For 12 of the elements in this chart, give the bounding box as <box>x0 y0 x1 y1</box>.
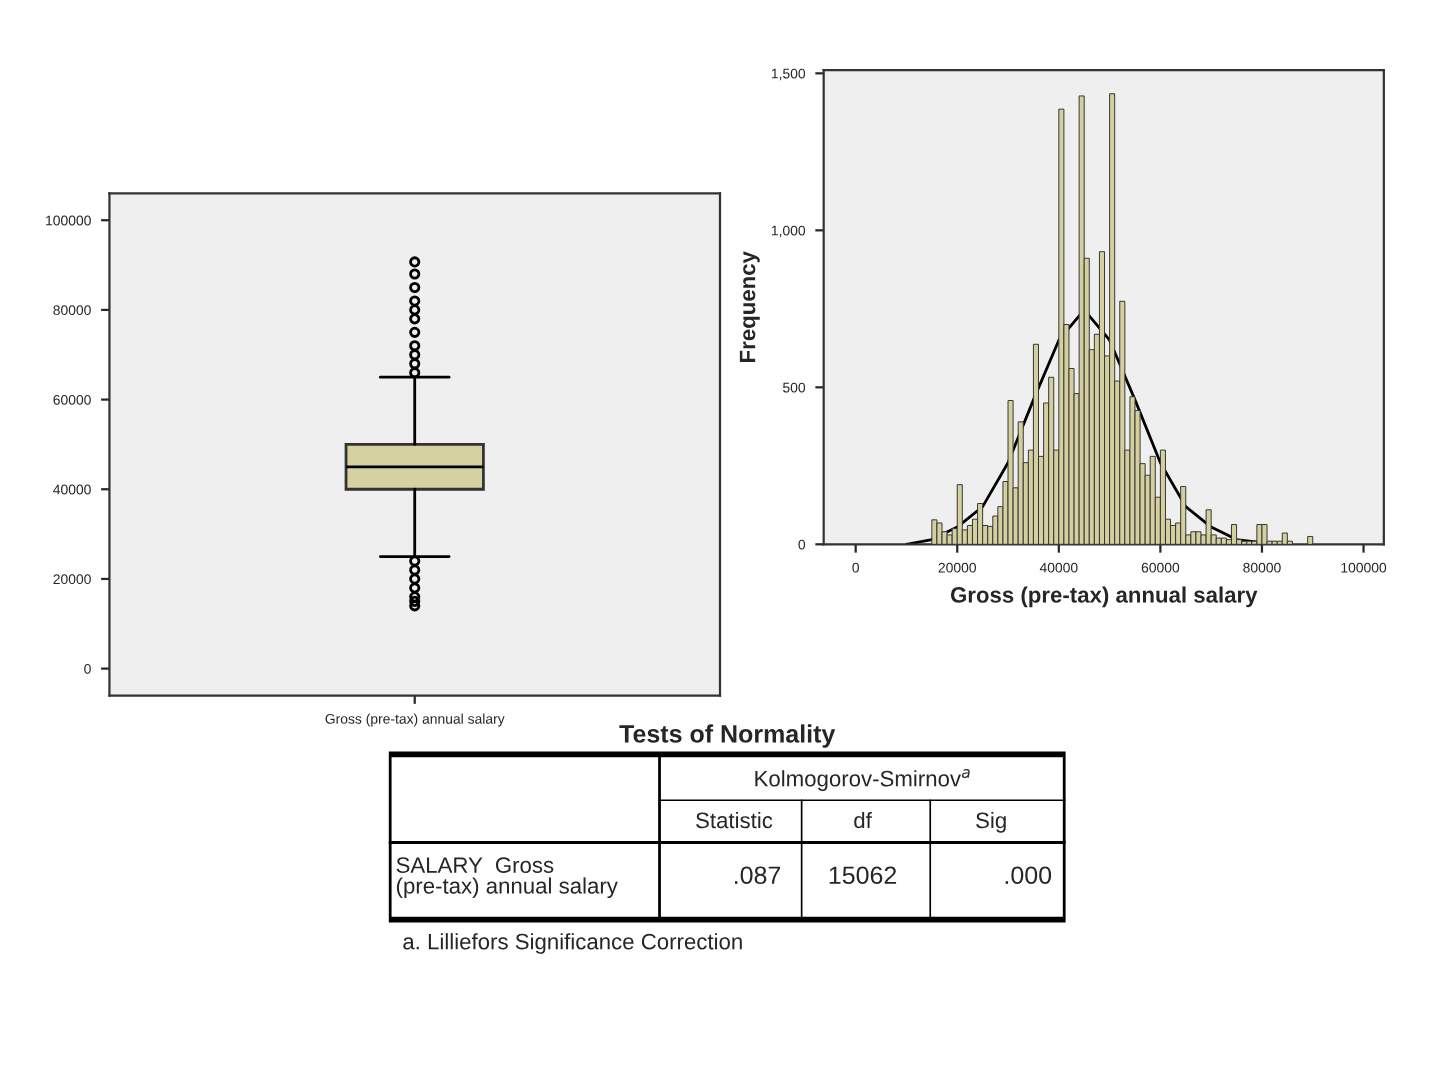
text: a. Lilliefors Significance Correction <box>403 933 742 954</box>
text: .087 <box>734 866 781 885</box>
text: Tests of Normality <box>619 724 836 748</box>
text: Statistic <box>696 811 773 829</box>
x-axis-title: Gross (pre-tax) annual salary <box>950 586 1258 608</box>
y-axis-title: Frequency <box>739 251 760 362</box>
text: 15062 <box>829 866 897 885</box>
text: SALARY Gross (pre-tax) annual salary <box>396 857 618 899</box>
text: .000 <box>1005 866 1052 885</box>
text: Sig <box>976 811 1006 833</box>
text: Kolmogorov-Smirnov$^{a}$ <box>755 769 970 791</box>
text: df <box>854 811 872 829</box>
